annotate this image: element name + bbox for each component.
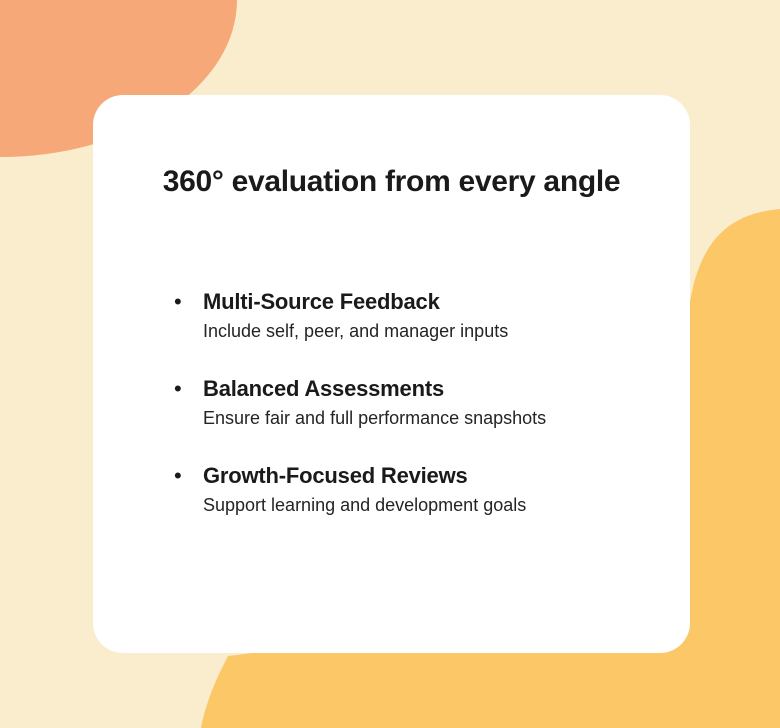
feature-heading: Balanced Assessments — [203, 376, 444, 401]
list-item-content: Balanced Assessments Ensure fair and ful… — [203, 375, 546, 431]
list-item: • Multi-Source Feedback Include self, pe… — [174, 288, 660, 344]
feature-description: Support learning and development goals — [203, 495, 527, 515]
feature-heading: Growth-Focused Reviews — [203, 463, 468, 488]
bullet-point-icon: • — [174, 289, 182, 314]
page-title: 360° evaluation from every angle — [162, 165, 621, 198]
feature-description: Ensure fair and full performance snapsho… — [203, 408, 547, 428]
list-item: • Growth-Focused Reviews Support learnin… — [174, 462, 660, 518]
feature-description: Include self, peer, and manager inputs — [203, 321, 509, 341]
list-item-content: Multi-Source Feedback Include self, peer… — [203, 288, 508, 344]
feature-heading: Multi-Source Feedback — [203, 289, 440, 314]
bullet-point-icon: • — [174, 376, 182, 401]
feature-list: • Multi-Source Feedback Include self, pe… — [174, 288, 660, 549]
orange-blob-decoration — [0, 0, 237, 157]
list-item-content: Growth-Focused Reviews Support learning … — [203, 462, 526, 518]
content-card: 360° evaluation from every angle • Multi… — [93, 95, 690, 653]
list-item: • Balanced Assessments Ensure fair and f… — [174, 375, 660, 431]
bullet-point-icon: • — [174, 463, 182, 488]
